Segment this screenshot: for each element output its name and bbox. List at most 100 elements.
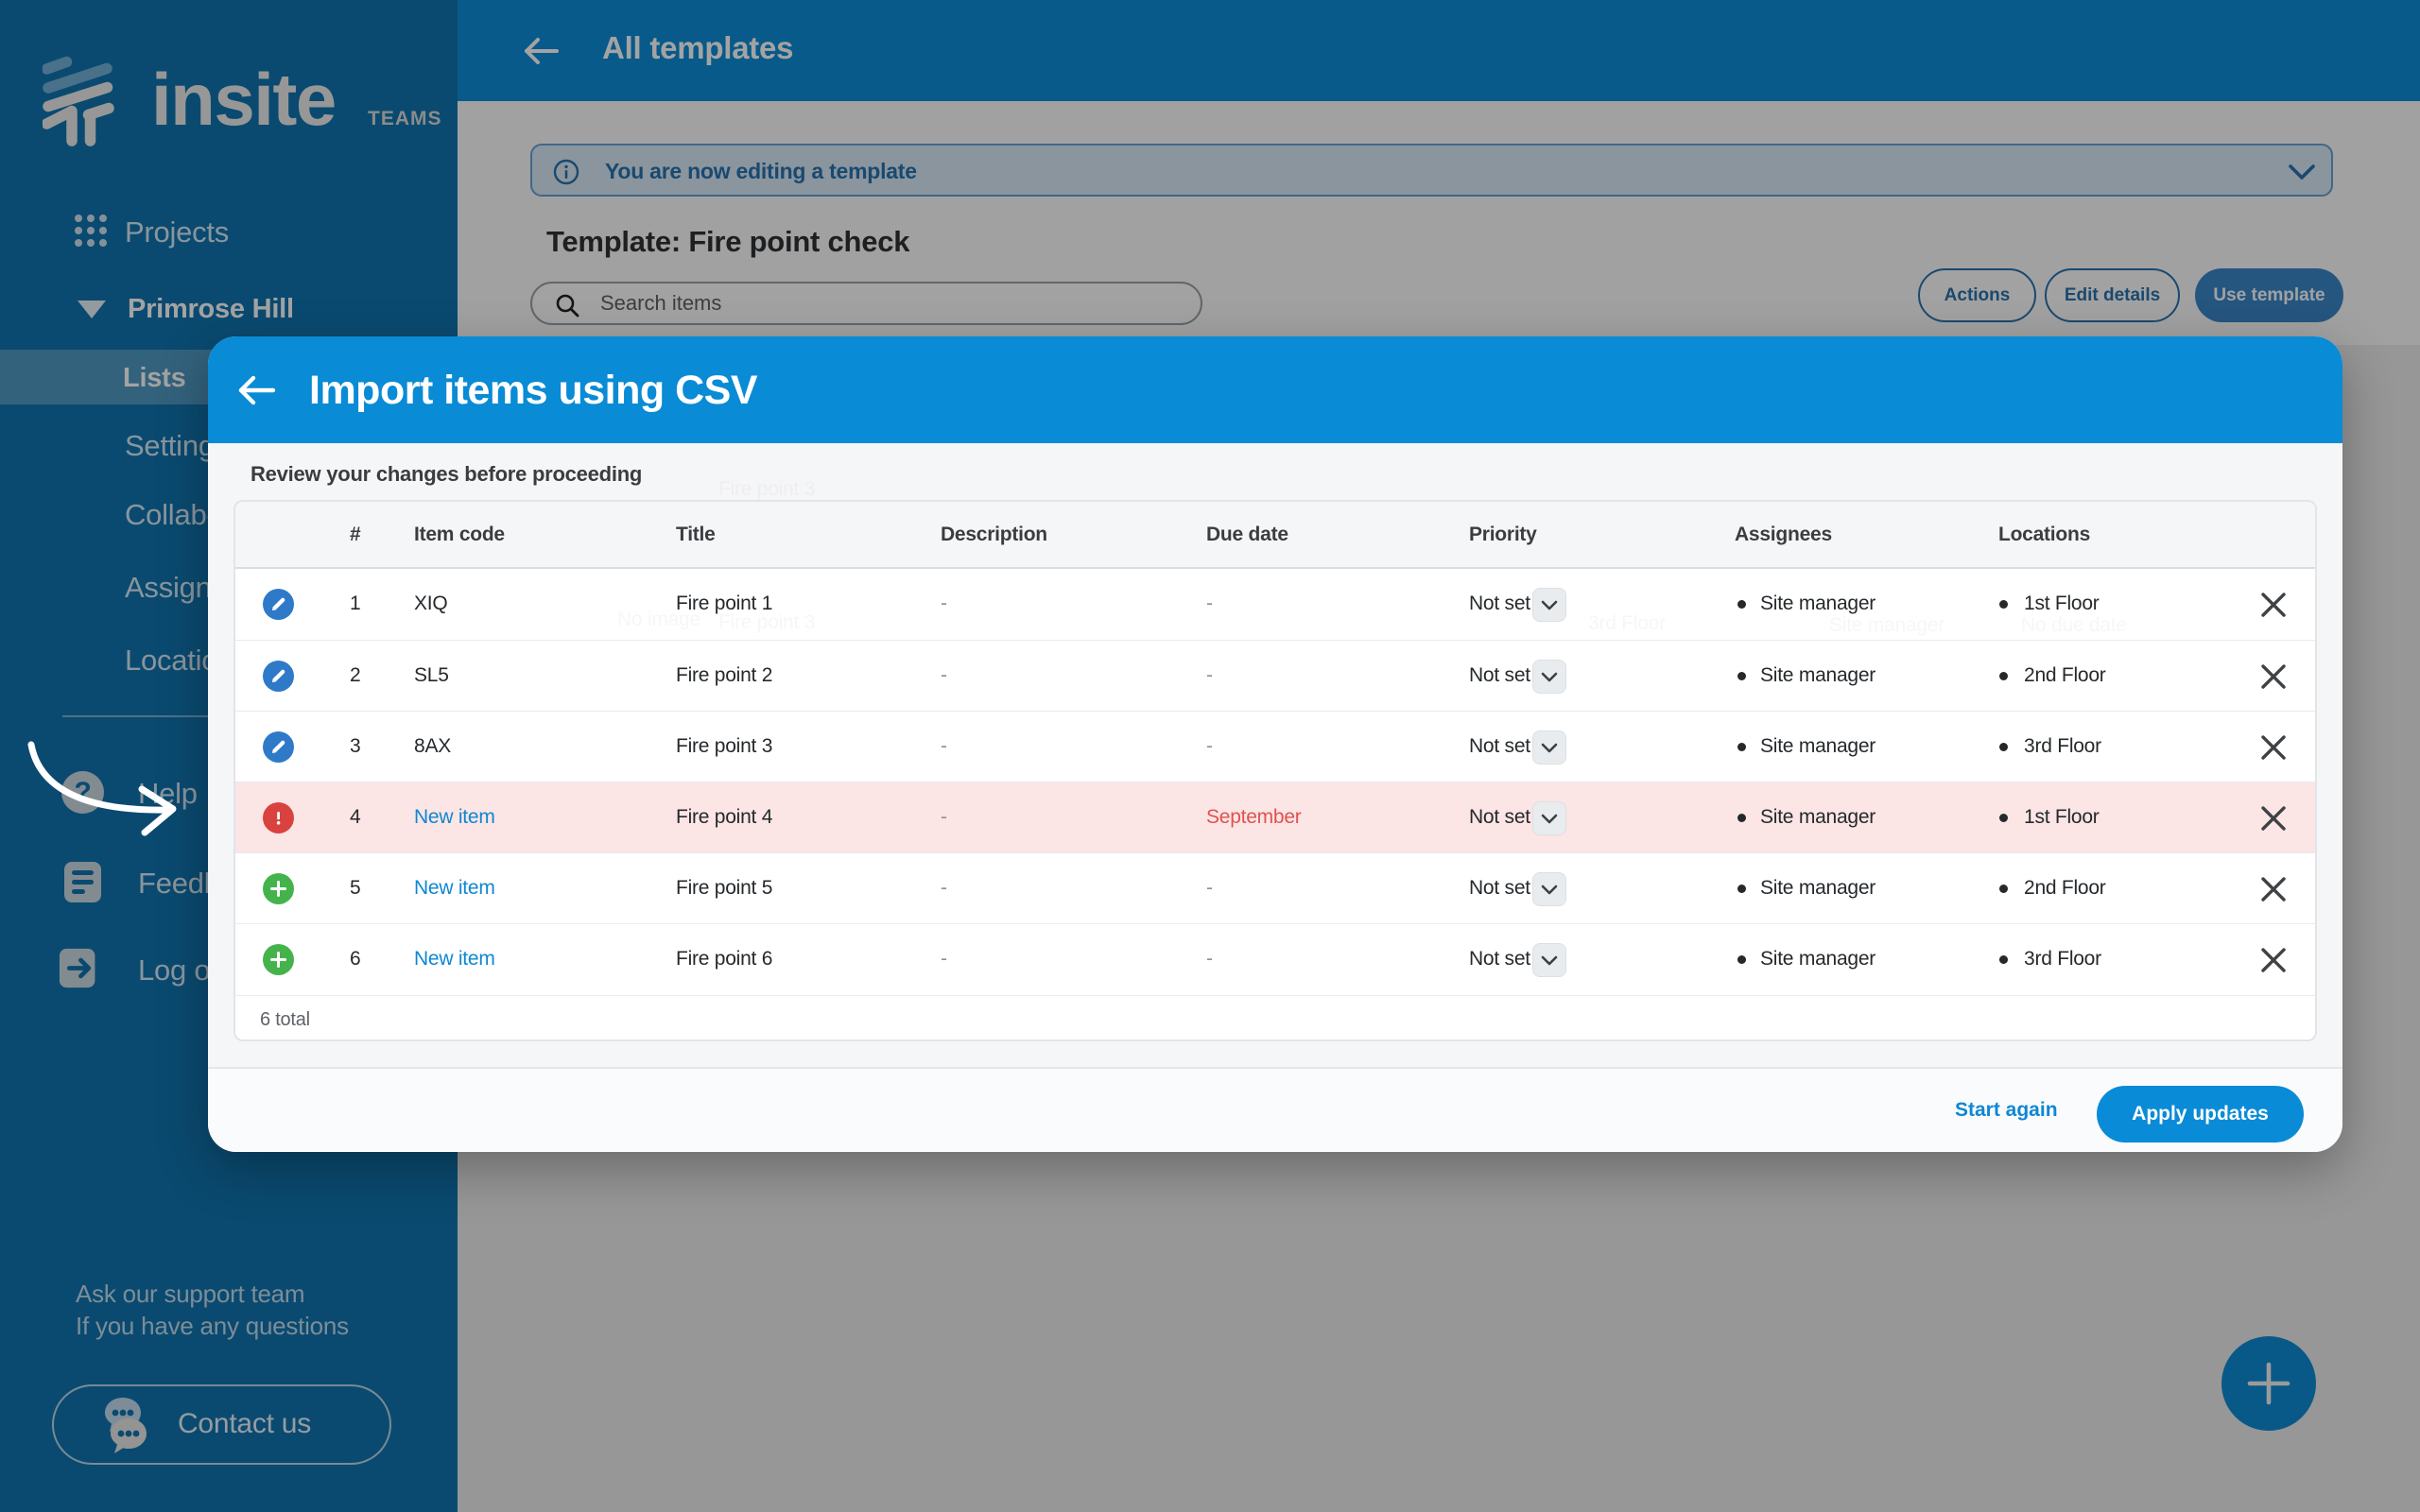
table-row: 6 New item Fire point 6 - - Not set Site… bbox=[235, 923, 2315, 994]
cell-item-code[interactable]: New item bbox=[414, 806, 495, 828]
review-table: # Item code Title Description Due date P… bbox=[233, 500, 2317, 1041]
cell-description: - bbox=[941, 735, 947, 757]
cell-title: Fire point 3 bbox=[676, 735, 773, 757]
added-plus-icon bbox=[263, 944, 294, 975]
search-input[interactable] bbox=[600, 285, 1167, 321]
cell-due-date: September bbox=[1206, 806, 1302, 828]
feedback-icon bbox=[64, 862, 101, 902]
priority-dropdown[interactable] bbox=[1532, 801, 1566, 835]
plus-icon bbox=[2247, 1362, 2290, 1405]
cell-title: Fire point 4 bbox=[676, 806, 773, 828]
info-icon bbox=[553, 159, 579, 185]
priority-dropdown[interactable] bbox=[1532, 872, 1566, 906]
sidebar-item-projects[interactable]: Projects bbox=[125, 215, 230, 249]
col-description: Description bbox=[941, 524, 1047, 545]
projects-grid-icon bbox=[75, 215, 108, 248]
cell-description: - bbox=[941, 877, 947, 899]
template-heading: Template: Fire point check bbox=[546, 225, 910, 258]
page-title: All templates bbox=[602, 30, 794, 65]
ghost-text: No due date bbox=[2021, 614, 2127, 636]
cell-title: Fire point 6 bbox=[676, 948, 773, 970]
csv-import-modal: Import items using CSV Review your chang… bbox=[208, 336, 2342, 1152]
use-template-button[interactable]: Use template bbox=[2195, 268, 2343, 322]
add-fab-button[interactable] bbox=[2221, 1336, 2316, 1431]
apply-updates-button[interactable]: Apply updates bbox=[2097, 1086, 2304, 1143]
cell-description: - bbox=[941, 664, 947, 686]
actions-button[interactable]: Actions bbox=[1918, 268, 2036, 322]
support-text: Ask our support team If you have any que… bbox=[76, 1280, 349, 1340]
cell-priority: Not set bbox=[1469, 735, 1530, 757]
cell-title: Fire point 2 bbox=[676, 664, 773, 686]
table-row: 3 8AX Fire point 3 - - Not set Site mana… bbox=[235, 711, 2315, 782]
search-box bbox=[530, 282, 1202, 325]
cell-title: Fire point 5 bbox=[676, 877, 773, 899]
cell-title: Fire point 1 bbox=[676, 593, 773, 614]
brand-suffix: TEAMS bbox=[368, 108, 442, 129]
cell-item-code[interactable]: New item bbox=[414, 877, 495, 899]
table-row-error: 4 New item Fire point 4 - September Not … bbox=[235, 782, 2315, 852]
cell-priority: Not set bbox=[1469, 948, 1530, 970]
ghost-text: No image bbox=[617, 609, 700, 630]
ghost-text: 3rd Floor bbox=[1588, 612, 1666, 634]
priority-dropdown[interactable] bbox=[1532, 588, 1566, 622]
remove-row-button[interactable] bbox=[2259, 804, 2288, 833]
sidebar-item-lists[interactable]: Lists bbox=[123, 363, 186, 393]
cell-assignee: Site manager bbox=[1760, 593, 1876, 614]
cell-number: 1 bbox=[350, 593, 361, 614]
cell-assignee: Site manager bbox=[1760, 806, 1876, 828]
priority-dropdown[interactable] bbox=[1532, 730, 1566, 765]
priority-dropdown[interactable] bbox=[1532, 943, 1566, 977]
cell-location: 3rd Floor bbox=[2024, 948, 2101, 970]
remove-row-button[interactable] bbox=[2259, 875, 2288, 903]
page-header: All templates bbox=[458, 0, 2420, 101]
cell-assignee: Site manager bbox=[1760, 877, 1876, 899]
priority-dropdown[interactable] bbox=[1532, 660, 1566, 694]
added-plus-icon bbox=[263, 873, 294, 904]
cell-number: 5 bbox=[350, 877, 361, 899]
cell-location: 2nd Floor bbox=[2024, 877, 2106, 899]
cell-priority: Not set bbox=[1469, 664, 1530, 686]
col-priority: Priority bbox=[1469, 524, 1537, 545]
ghost-text: Fire point 3 bbox=[718, 611, 816, 633]
editing-template-banner[interactable]: You are now editing a template bbox=[530, 144, 2333, 197]
modal-back-arrow-icon[interactable] bbox=[237, 374, 275, 406]
col-number: # bbox=[350, 524, 361, 545]
cell-location: 2nd Floor bbox=[2024, 664, 2106, 686]
sidebar-item-primrose-hill[interactable]: Primrose Hill bbox=[128, 294, 294, 324]
cell-number: 6 bbox=[350, 948, 361, 970]
remove-row-button[interactable] bbox=[2259, 662, 2288, 691]
cell-number: 3 bbox=[350, 735, 361, 757]
total-count: 6 total bbox=[260, 1009, 310, 1030]
remove-row-button[interactable] bbox=[2259, 591, 2288, 619]
modal-header: Import items using CSV bbox=[208, 336, 2342, 443]
remove-row-button[interactable] bbox=[2259, 733, 2288, 762]
cell-number: 2 bbox=[350, 664, 361, 686]
edit-details-button[interactable]: Edit details bbox=[2045, 268, 2180, 322]
table-row: 1 XIQ Fire point 1 - - Not set Site mana… bbox=[235, 569, 2315, 640]
remove-row-button[interactable] bbox=[2259, 946, 2288, 974]
brand-wordmark: insite bbox=[151, 58, 337, 141]
col-assignees: Assignees bbox=[1735, 524, 1832, 545]
cell-description: - bbox=[941, 948, 947, 970]
table-row: 2 SL5 Fire point 2 - - Not set Site mana… bbox=[235, 640, 2315, 711]
back-arrow-icon[interactable] bbox=[523, 36, 559, 66]
col-due-date: Due date bbox=[1206, 524, 1288, 545]
chevron-down-icon[interactable] bbox=[2288, 163, 2316, 180]
cell-item-code[interactable]: New item bbox=[414, 948, 495, 970]
table-footer: 6 total bbox=[235, 995, 2315, 1040]
cell-location: 3rd Floor bbox=[2024, 735, 2101, 757]
contact-us-button[interactable] bbox=[52, 1384, 391, 1465]
cell-item-code: XIQ bbox=[414, 593, 448, 614]
start-again-button[interactable]: Start again bbox=[1955, 1099, 2058, 1121]
error-exclamation-icon bbox=[263, 802, 294, 833]
modal-title: Import items using CSV bbox=[309, 368, 758, 413]
insite-logo-icon bbox=[43, 56, 114, 146]
cell-location: 1st Floor bbox=[2024, 806, 2100, 828]
cell-priority: Not set bbox=[1469, 877, 1530, 899]
modal-footer: Start again Apply updates bbox=[208, 1067, 2342, 1152]
cell-assignee: Site manager bbox=[1760, 664, 1876, 686]
ghost-text: Fire point 3 bbox=[718, 478, 816, 500]
cell-priority: Not set bbox=[1469, 593, 1530, 614]
project-expand-triangle-icon[interactable] bbox=[78, 301, 106, 318]
